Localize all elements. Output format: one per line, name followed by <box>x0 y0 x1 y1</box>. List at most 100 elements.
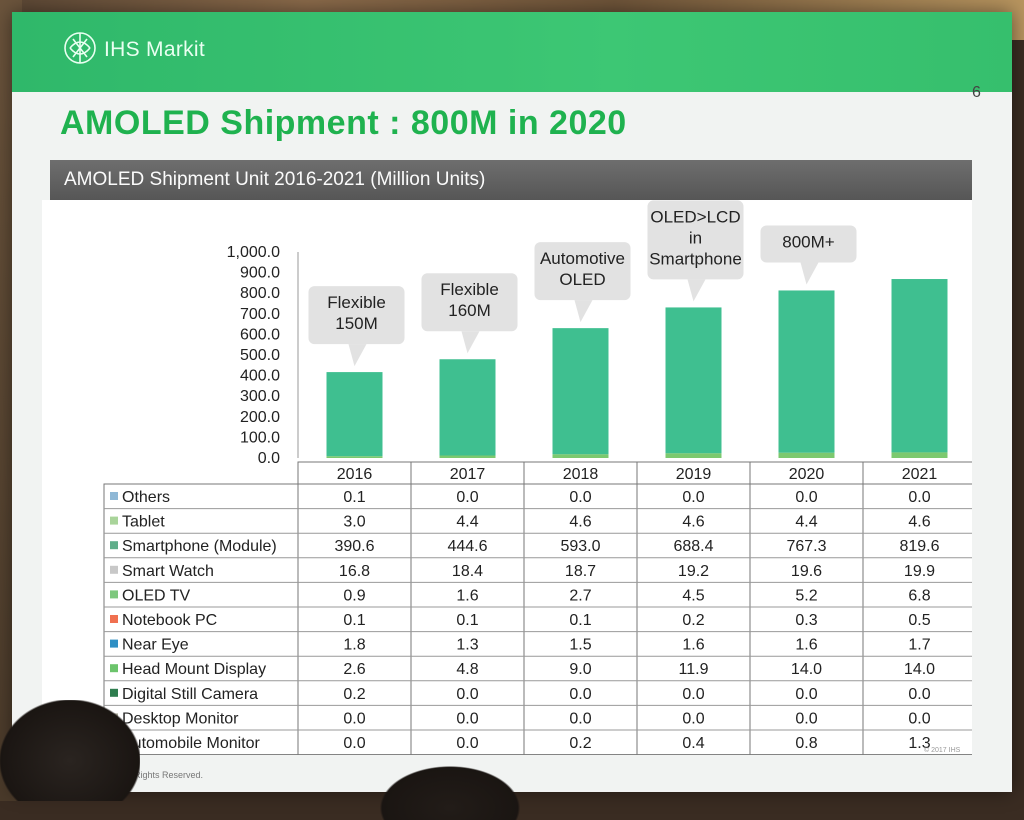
callout-text: in <box>689 228 702 247</box>
audience-head <box>0 700 140 801</box>
data-label: 4.4 <box>795 514 817 531</box>
data-label: 0.0 <box>343 710 365 727</box>
data-label: 11.9 <box>679 661 709 678</box>
legend-entry: OLED TV <box>122 587 191 604</box>
header-band <box>12 12 1012 92</box>
callout-pointer <box>800 262 819 285</box>
callout-text: Flexible <box>327 293 386 312</box>
callout-box <box>760 225 857 263</box>
data-label: 0.9 <box>343 587 365 604</box>
data-label: 19.2 <box>678 563 709 580</box>
data-label: 444.6 <box>447 538 487 555</box>
data-label: 18.7 <box>565 563 596 580</box>
data-label: 0.0 <box>456 686 478 703</box>
data-label: 767.3 <box>786 538 826 555</box>
data-label: 2.7 <box>569 587 591 604</box>
callout-text: Smartphone <box>649 249 742 268</box>
y-tick-label: 1,000.0 <box>227 244 280 261</box>
data-label: 19.9 <box>904 563 935 580</box>
data-label: 0.0 <box>795 710 817 727</box>
y-tick-label: 500.0 <box>240 347 280 364</box>
ihs-markit-logo-icon <box>64 32 96 64</box>
data-label: 0.0 <box>682 710 704 727</box>
data-label: 1.5 <box>569 637 591 654</box>
chart-area: 1,000.0 900.0 800.0 700.0 600.0 500.0 400.0 300… <box>42 200 972 755</box>
data-label: 14.0 <box>791 661 822 678</box>
data-label: 4.6 <box>569 514 591 531</box>
presentation-slide: IHS Markit 6 AMOLED Shipment : 800M in 2… <box>12 12 1012 792</box>
y-tick-label: 300.0 <box>240 388 280 405</box>
y-tick-label: 100.0 <box>240 429 280 446</box>
data-label: 0.1 <box>343 489 365 506</box>
bar-2021 <box>891 279 948 453</box>
data-label: 0.0 <box>908 686 930 703</box>
data-label: 0.0 <box>908 710 930 727</box>
logo-text: IHS Markit <box>104 38 206 61</box>
legend-entry: Digital Still Camera <box>122 686 258 703</box>
data-label: 0.2 <box>569 735 591 752</box>
legend-swatch-notebook-pc <box>110 615 118 623</box>
chart-svg: 1,000.0 900.0 800.0 700.0 600.0 500.0 400.0 300… <box>103 200 972 755</box>
data-label: 4.4 <box>456 514 478 531</box>
legend-entry: Head Mount Display <box>122 661 266 678</box>
legend-entry: Others <box>122 489 170 506</box>
copyright-note: © 2017 IHS <box>924 747 961 754</box>
callout-pointer <box>461 331 480 354</box>
callout-pointer <box>348 344 367 367</box>
data-label: 0.3 <box>795 612 817 629</box>
table-header-row <box>297 461 972 485</box>
data-label: 0.2 <box>682 612 704 629</box>
data-label: 4.6 <box>908 514 930 531</box>
y-tick-label: 0.0 <box>258 450 280 467</box>
data-label: 1.6 <box>456 587 478 604</box>
data-label: 0.4 <box>682 735 704 752</box>
y-tick-label: 600.0 <box>240 326 280 343</box>
callout-box <box>308 286 405 345</box>
data-label: 0.8 <box>795 735 817 752</box>
data-label: 4.8 <box>456 661 478 678</box>
data-label: 0.0 <box>795 686 817 703</box>
data-label: 0.0 <box>569 710 591 727</box>
data-label: 16.8 <box>339 563 370 580</box>
legend-entry: Smart Watch <box>122 563 214 580</box>
x-tick-label: 2021 <box>902 466 938 483</box>
data-label: 1.3 <box>456 637 478 654</box>
callout-pointer <box>687 279 706 302</box>
legend-swatch-digital-still-camera <box>110 688 118 697</box>
data-label: 1.6 <box>795 637 817 654</box>
callout-text: 160M <box>448 301 491 320</box>
legend-swatch-oled-tv <box>110 590 118 599</box>
callout-text: 800M+ <box>782 232 835 251</box>
page-number: 6 <box>972 84 981 101</box>
bar-2020 <box>778 290 835 453</box>
callout-text: Flexible <box>440 280 499 299</box>
legend-swatch-smart-watch <box>110 565 118 574</box>
y-tick-label: 900.0 <box>240 265 280 282</box>
callout-text: OLED <box>559 270 605 289</box>
data-label: 0.1 <box>456 612 478 629</box>
data-label: 593.0 <box>560 538 600 555</box>
bar-base-2016 <box>326 456 383 458</box>
data-label: 0.0 <box>343 735 365 752</box>
bar-2019 <box>665 307 722 454</box>
y-tick-label: 400.0 <box>240 368 280 385</box>
data-label: 1.7 <box>908 637 930 654</box>
legend-entry: Near Eye <box>122 637 189 654</box>
x-tick-label: 2019 <box>676 466 712 483</box>
data-label: 0.1 <box>343 612 365 629</box>
data-label: 1.3 <box>908 735 930 752</box>
bar-base-2021 <box>891 452 948 458</box>
data-label: 18.4 <box>452 563 483 580</box>
slide-title: AMOLED Shipment : 800M in 2020 <box>60 104 627 142</box>
legend-swatch-near-eye <box>110 639 118 648</box>
data-label: 3.0 <box>343 514 365 531</box>
data-label: 0.0 <box>682 686 704 703</box>
bar-base-2017 <box>439 455 496 458</box>
data-label: 6.8 <box>908 587 930 604</box>
legend-entry: Desktop Monitor <box>122 710 239 727</box>
footer-text: kit. All Rights Reserved. <box>108 770 204 780</box>
x-tick-label: 2016 <box>337 466 373 483</box>
data-label: 0.0 <box>682 489 704 506</box>
y-tick-label: 200.0 <box>240 409 280 426</box>
data-label: 390.6 <box>334 538 374 555</box>
